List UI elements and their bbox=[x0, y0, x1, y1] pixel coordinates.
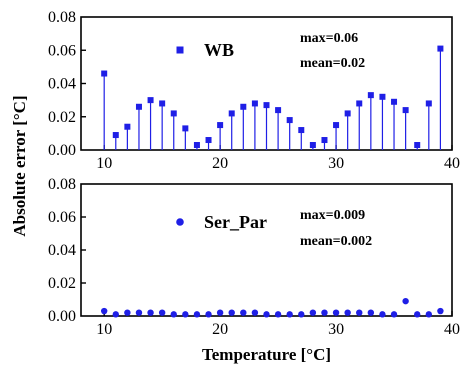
x-tick-label: 40 bbox=[444, 321, 460, 338]
data-point bbox=[367, 309, 375, 316]
bottom-panel: 0.00 0.02 0.04 0.06 0.08 10 20 30 40 Ser_Par max… bbox=[48, 176, 460, 338]
data-point bbox=[274, 311, 282, 318]
data-point bbox=[240, 309, 247, 316]
data-point bbox=[263, 311, 270, 318]
y-tick-label: 0.06 bbox=[48, 42, 76, 59]
bottom-plot-frame bbox=[80, 183, 453, 317]
data-point bbox=[135, 103, 142, 110]
data-point bbox=[275, 107, 282, 114]
data-point bbox=[367, 92, 374, 99]
x-tick-label: 30 bbox=[328, 155, 344, 172]
top-mean-annotation: mean=0.02 bbox=[300, 56, 365, 71]
data-point bbox=[321, 137, 328, 144]
data-point bbox=[425, 311, 433, 318]
data-point bbox=[332, 309, 340, 316]
y-tick-label: 0.08 bbox=[48, 176, 76, 193]
data-point bbox=[437, 307, 444, 315]
top-panel: 0.00 0.02 0.04 0.06 0.08 10 20 30 40 WB max=0.06… bbox=[48, 9, 460, 172]
data-point bbox=[205, 311, 212, 318]
top-legend-label: WB bbox=[204, 40, 234, 60]
bottom-max-annotation: max=0.009 bbox=[300, 208, 365, 223]
data-point bbox=[263, 102, 270, 109]
data-point bbox=[228, 309, 235, 316]
data-point bbox=[124, 123, 131, 130]
data-point bbox=[356, 309, 363, 316]
y-tick-label: 0.00 bbox=[48, 142, 76, 159]
y-tick-label: 0.02 bbox=[48, 275, 76, 292]
data-point bbox=[251, 100, 258, 107]
x-tick-label: 40 bbox=[444, 155, 460, 172]
x-axis-label: Temperature [°C] bbox=[202, 345, 331, 364]
data-point bbox=[170, 110, 177, 117]
data-point bbox=[193, 142, 200, 149]
data-point bbox=[101, 70, 108, 77]
data-point bbox=[251, 309, 259, 316]
x-tick-label: 20 bbox=[212, 321, 228, 338]
data-point bbox=[240, 103, 247, 110]
bottom-legend-label: Ser_Par bbox=[204, 212, 267, 232]
y-axis-label: Absolute error [°C] bbox=[10, 95, 29, 236]
data-point bbox=[344, 309, 351, 316]
data-point bbox=[100, 307, 108, 315]
data-point bbox=[309, 142, 316, 149]
data-point bbox=[379, 93, 386, 100]
data-point bbox=[286, 117, 293, 124]
data-point bbox=[228, 110, 235, 117]
data-point bbox=[298, 311, 305, 318]
data-point bbox=[216, 309, 224, 316]
data-point bbox=[193, 311, 201, 318]
data-point bbox=[112, 311, 119, 318]
data-point bbox=[205, 137, 212, 144]
data-point bbox=[286, 311, 293, 318]
data-point bbox=[182, 125, 189, 132]
data-point bbox=[425, 100, 432, 107]
data-point bbox=[414, 311, 421, 318]
data-point bbox=[402, 107, 409, 114]
data-point bbox=[344, 110, 351, 117]
data-point bbox=[391, 98, 398, 105]
data-point bbox=[437, 45, 444, 52]
x-tick-label: 30 bbox=[328, 321, 344, 338]
data-point bbox=[147, 309, 154, 316]
data-point bbox=[182, 311, 189, 318]
data-point bbox=[309, 309, 317, 316]
y-tick-label: 0.04 bbox=[48, 76, 76, 93]
data-point bbox=[298, 127, 305, 134]
y-tick-label: 0.08 bbox=[48, 9, 76, 26]
data-point bbox=[356, 100, 363, 107]
y-tick-label: 0.02 bbox=[48, 109, 76, 126]
legend-marker-circle-icon bbox=[176, 218, 184, 226]
data-point bbox=[135, 309, 143, 316]
y-tick-label: 0.06 bbox=[48, 209, 76, 226]
x-tick-label: 10 bbox=[96, 321, 112, 338]
data-point bbox=[217, 122, 224, 129]
data-point bbox=[379, 311, 386, 318]
y-tick-label: 0.00 bbox=[48, 308, 76, 325]
data-point bbox=[321, 309, 328, 316]
data-point bbox=[147, 97, 154, 104]
data-point bbox=[112, 132, 119, 139]
legend-marker-square-icon bbox=[176, 46, 184, 54]
x-tick-label: 10 bbox=[96, 155, 112, 172]
bottom-mean-annotation: mean=0.002 bbox=[300, 234, 372, 249]
data-point bbox=[158, 309, 166, 316]
data-point bbox=[390, 311, 398, 318]
data-point bbox=[170, 311, 177, 318]
data-point bbox=[333, 122, 340, 129]
data-point bbox=[414, 142, 421, 149]
data-point bbox=[124, 309, 131, 316]
x-tick-label: 20 bbox=[212, 155, 228, 172]
data-point bbox=[159, 100, 166, 107]
y-tick-label: 0.04 bbox=[48, 242, 76, 259]
data-point bbox=[402, 297, 409, 305]
top-max-annotation: max=0.06 bbox=[300, 31, 358, 46]
